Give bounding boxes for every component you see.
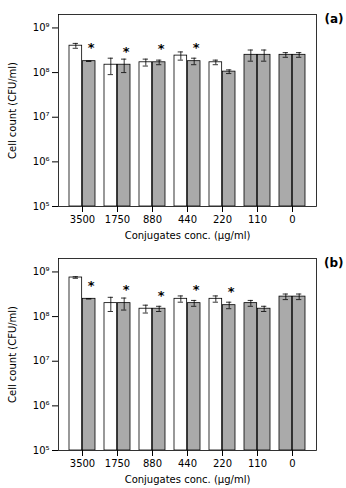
svg-text:1750: 1750 (105, 214, 130, 225)
svg-text:(a): (a) (324, 12, 343, 26)
svg-text:*: * (123, 282, 130, 297)
svg-text:0: 0 (289, 458, 295, 469)
svg-text:10⁵: 10⁵ (33, 201, 50, 212)
svg-text:(b): (b) (324, 256, 344, 270)
svg-text:*: * (193, 40, 200, 55)
svg-text:880: 880 (143, 214, 162, 225)
svg-text:110: 110 (248, 214, 267, 225)
svg-text:*: * (88, 40, 95, 55)
svg-text:0: 0 (289, 214, 295, 225)
svg-text:440: 440 (178, 458, 197, 469)
svg-text:10⁸: 10⁸ (33, 311, 50, 322)
svg-text:1750: 1750 (105, 458, 130, 469)
svg-text:10⁷: 10⁷ (33, 111, 50, 122)
svg-text:220: 220 (213, 214, 232, 225)
svg-text:10⁵: 10⁵ (33, 445, 50, 456)
svg-text:10⁷: 10⁷ (33, 355, 50, 366)
svg-text:*: * (158, 288, 165, 303)
svg-text:3500: 3500 (70, 214, 95, 225)
svg-text:440: 440 (178, 214, 197, 225)
svg-text:*: * (123, 44, 130, 59)
svg-text:Conjugates conc. (μg/ml): Conjugates conc. (μg/ml) (125, 474, 251, 485)
svg-text:*: * (158, 41, 165, 56)
svg-text:10⁹: 10⁹ (33, 22, 50, 33)
svg-text:Cell count (CFU/ml): Cell count (CFU/ml) (7, 306, 18, 403)
svg-text:*: * (228, 284, 235, 299)
svg-text:10⁹: 10⁹ (33, 266, 50, 277)
svg-text:10⁶: 10⁶ (33, 156, 50, 167)
svg-text:10⁶: 10⁶ (33, 400, 50, 411)
svg-text:*: * (193, 282, 200, 297)
svg-text:880: 880 (143, 458, 162, 469)
svg-text:Cell count (CFU/ml): Cell count (CFU/ml) (7, 62, 18, 159)
svg-text:Conjugates conc. (μg/ml): Conjugates conc. (μg/ml) (125, 230, 251, 241)
svg-text:3500: 3500 (70, 458, 95, 469)
svg-text:*: * (88, 278, 95, 293)
svg-text:220: 220 (213, 458, 232, 469)
svg-text:10⁸: 10⁸ (33, 67, 50, 78)
svg-text:110: 110 (248, 458, 267, 469)
